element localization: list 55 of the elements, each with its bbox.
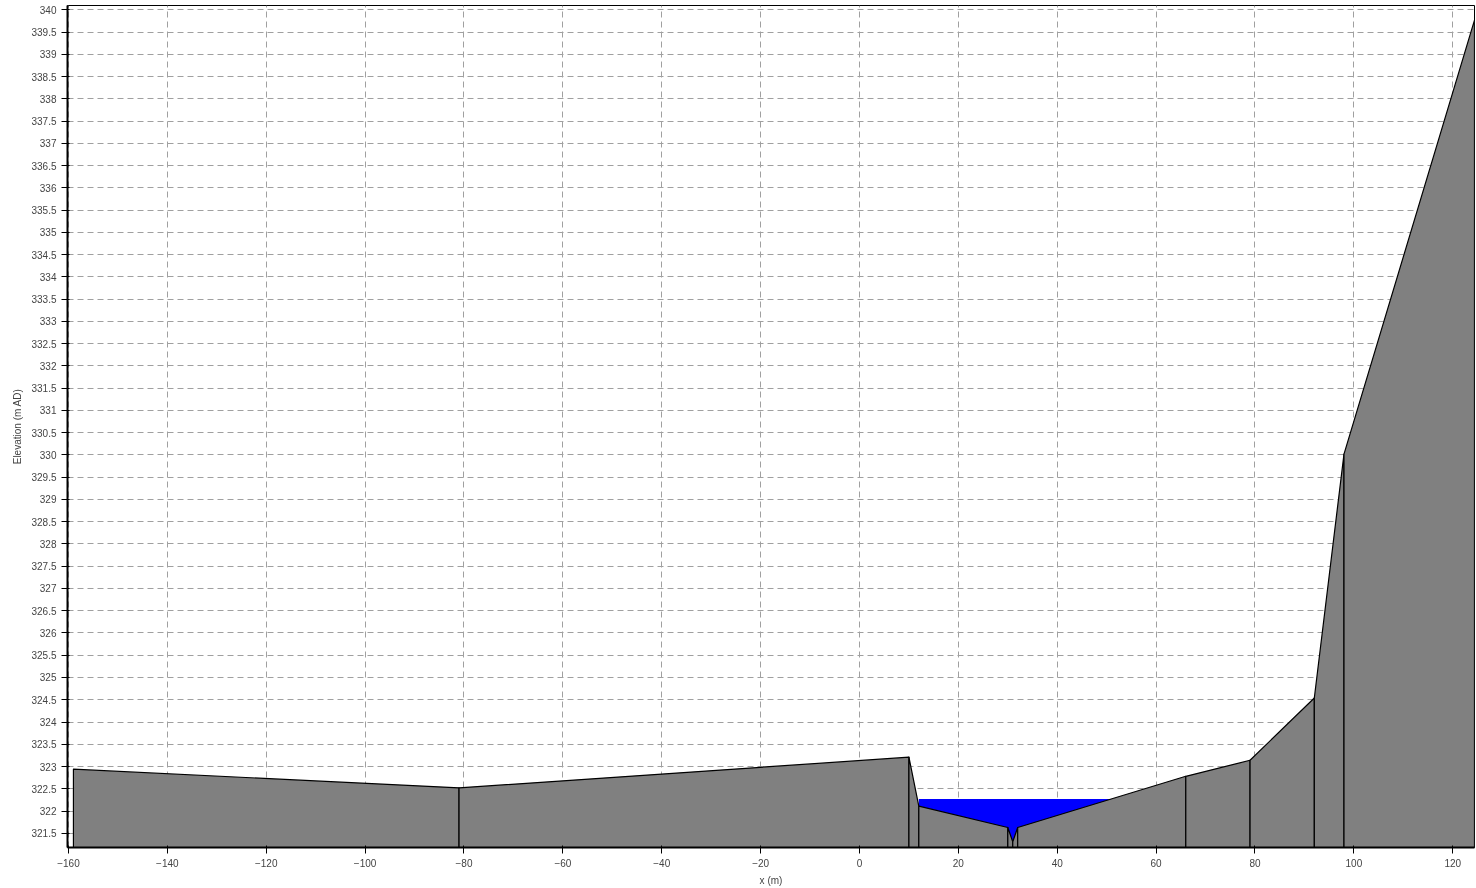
y-tick-label: 329 xyxy=(39,494,57,506)
y-tick-label: 334.5 xyxy=(31,249,57,261)
y-tick-label: 337.5 xyxy=(31,116,57,128)
x-tick-label: 0 xyxy=(856,857,863,869)
x-tick-label: 40 xyxy=(1051,857,1064,869)
y-tick-label: 336 xyxy=(39,182,57,194)
y-tick-label: 332 xyxy=(39,360,57,372)
x-tick-label: −20 xyxy=(752,857,770,869)
y-tick-label: 328 xyxy=(39,538,57,550)
x-tick-label: −140 xyxy=(156,857,180,869)
x-tick-label: −160 xyxy=(57,857,81,869)
x-tick-label: 60 xyxy=(1150,857,1163,869)
y-tick-label: 338.5 xyxy=(31,71,57,83)
y-tick-label: 327 xyxy=(39,583,57,595)
y-tick-label: 327.5 xyxy=(31,561,57,573)
y-tick-label: 324.5 xyxy=(31,694,57,706)
y-tick-label: 325 xyxy=(39,672,57,684)
y-tick-label: 337 xyxy=(39,138,57,150)
y-tick-label: 333 xyxy=(39,316,57,328)
y-tick-label: 331.5 xyxy=(31,383,57,395)
y-tick-label: 323 xyxy=(39,761,57,773)
y-tick-label: 334 xyxy=(39,271,57,283)
y-tick-label: 330 xyxy=(39,449,57,461)
x-tick-label: 120 xyxy=(1444,857,1462,869)
y-tick-label: 322.5 xyxy=(31,783,57,795)
y-tick-label: 322 xyxy=(39,806,57,818)
x-tick-label: 20 xyxy=(952,857,965,869)
x-tick-label: −120 xyxy=(254,857,278,869)
y-tick-label: 325.5 xyxy=(31,650,57,662)
y-tick-label: 335 xyxy=(39,227,57,239)
y-tick-label: 336.5 xyxy=(31,160,57,172)
y-tick-label: 323.5 xyxy=(31,739,57,751)
x-tick-label: −100 xyxy=(353,857,377,869)
y-tick-label: 326.5 xyxy=(31,605,57,617)
x-tick-label: 100 xyxy=(1345,857,1363,869)
y-tick-label: 332.5 xyxy=(31,338,57,350)
y-tick-label: 328.5 xyxy=(31,516,57,528)
x-tick-label: −40 xyxy=(653,857,671,869)
y-tick-label: 333.5 xyxy=(31,294,57,306)
y-axis-title: Elevation (m AD) xyxy=(12,389,24,465)
x-tick-label: −80 xyxy=(455,857,473,869)
y-tick-label: 330.5 xyxy=(31,427,57,439)
y-tick-label: 339 xyxy=(39,49,57,61)
y-tick-label: 335.5 xyxy=(31,205,57,217)
y-tick-label: 340 xyxy=(39,4,57,16)
y-tick-label: 329.5 xyxy=(31,472,57,484)
x-axis-title: x (m) xyxy=(759,874,783,886)
y-tick-label: 338 xyxy=(39,93,57,105)
y-tick-label: 339.5 xyxy=(31,27,57,39)
x-tick-label: 80 xyxy=(1249,857,1261,869)
y-tick-label: 331 xyxy=(39,405,57,417)
y-tick-label: 324 xyxy=(39,717,57,728)
y-tick-label: 321.5 xyxy=(31,828,57,840)
x-tick-label: −60 xyxy=(554,857,572,869)
y-tick-label: 326 xyxy=(39,627,57,639)
